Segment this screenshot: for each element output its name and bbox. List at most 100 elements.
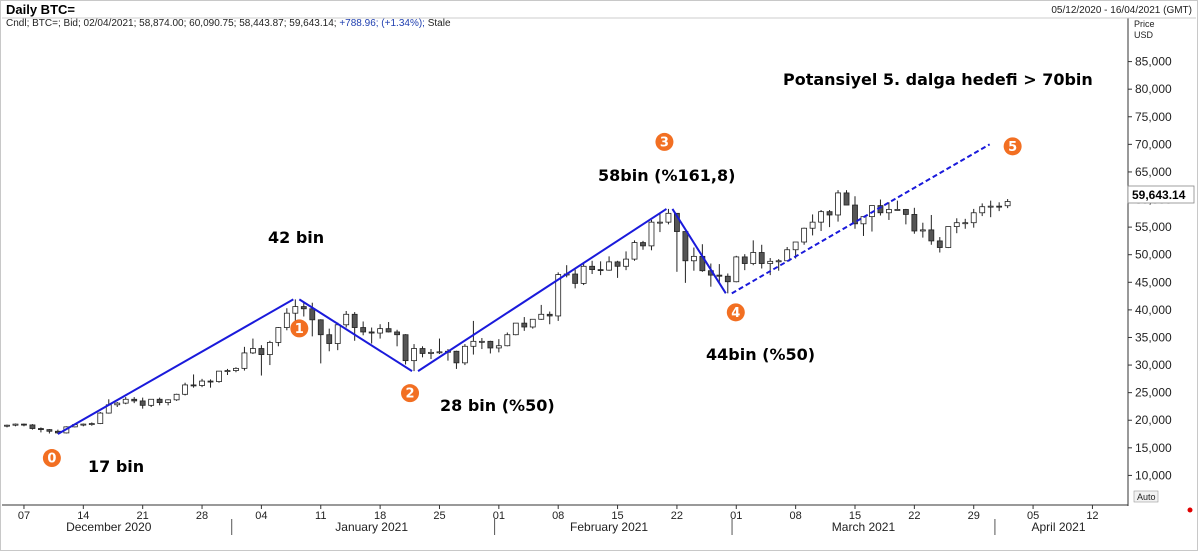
elliott-wave-lines (57, 143, 991, 435)
candle-body (190, 384, 197, 387)
candle-body (478, 340, 485, 343)
candle (148, 398, 155, 407)
candle-body (360, 327, 367, 333)
auto-scale-box[interactable] (1133, 490, 1159, 503)
candle (114, 402, 121, 407)
wave-line-5-projection (731, 143, 991, 295)
candle (504, 332, 511, 347)
candle-body (767, 260, 774, 264)
candle-body (80, 423, 87, 426)
wave-marker-number: 3 (660, 135, 669, 150)
candle-body (487, 340, 494, 349)
candle-body (233, 367, 239, 371)
candle (674, 212, 680, 272)
candle (216, 370, 222, 383)
candle (453, 350, 460, 369)
date-tick-label: 08 (552, 510, 564, 522)
candle-body (835, 192, 841, 216)
candles (4, 190, 1011, 435)
wave-annotation-5: Potansiyel 5. dalga hedefi > 70bin (783, 70, 1093, 89)
price-tick-label: 45,000 (1135, 275, 1172, 289)
wave-line-3 (417, 208, 667, 372)
candle-body (258, 348, 265, 355)
candle-body (470, 340, 477, 347)
candle (784, 246, 791, 262)
candle-body (852, 204, 858, 225)
candle (886, 202, 892, 220)
candle-body (300, 306, 307, 310)
auto-scale-button[interactable]: Auto (1133, 490, 1159, 503)
candle (775, 259, 782, 271)
candle (919, 222, 926, 238)
candle (88, 422, 95, 426)
candle (623, 251, 629, 271)
candle-body (919, 229, 926, 232)
price-tick-label: 65,000 (1135, 165, 1172, 179)
candle (334, 322, 341, 351)
candle (190, 374, 197, 388)
price-tick-label: 15,000 (1135, 441, 1172, 455)
wave-marker-1: 1 (290, 319, 309, 338)
candle-body (495, 345, 502, 349)
candle (326, 328, 333, 352)
wave-marker-number: 0 (47, 452, 56, 467)
candle (250, 338, 256, 355)
candle (436, 338, 443, 355)
price-tick-label: 30,000 (1135, 358, 1172, 372)
candle (657, 213, 663, 233)
candle (4, 424, 10, 428)
candle-body (411, 348, 417, 362)
month-label: January 2021 (335, 520, 408, 534)
price-tick-label: 55,000 (1135, 220, 1172, 234)
candle-body (88, 423, 95, 425)
candle (131, 397, 138, 404)
candle-body (453, 350, 460, 364)
month-label: February 2021 (570, 520, 648, 534)
price-tick-label: 85,000 (1135, 55, 1172, 69)
candle (495, 339, 502, 353)
candle-body (894, 209, 901, 211)
candle-body (741, 256, 748, 264)
candle (343, 310, 350, 328)
candle (809, 214, 816, 236)
candle-body (165, 399, 172, 403)
candle-body (29, 424, 36, 429)
candle-body (953, 222, 960, 227)
candle-body (12, 423, 19, 426)
date-tick-label: 07 (18, 510, 30, 522)
candle (394, 329, 400, 347)
wave-marker-5: 5 (1003, 137, 1022, 156)
candle-body (665, 212, 672, 223)
candle-body (970, 212, 977, 224)
date-axis: 07 14 21 28 04 11 18 25 01 08 15 22 01 08 15 22 29 05 12 De… (18, 505, 1099, 535)
candle (224, 368, 231, 375)
candle-body (283, 312, 290, 328)
date-tick-label: 05 (1027, 510, 1039, 522)
candle (512, 322, 519, 336)
candle-body (928, 229, 935, 242)
candle-body (216, 370, 222, 383)
candle-body (368, 331, 375, 334)
candle-body (385, 328, 392, 333)
candle (928, 214, 935, 245)
candle-body (724, 275, 731, 283)
candle-body (979, 206, 986, 214)
candle-body (21, 423, 27, 426)
candle (428, 349, 434, 359)
candle (419, 346, 426, 358)
price-axis-title: Price (1134, 19, 1155, 29)
date-tick-label: 22 (908, 510, 920, 522)
candle-body (886, 209, 892, 214)
candle (139, 397, 146, 409)
candle-body (614, 261, 621, 267)
candle (589, 260, 596, 275)
candle-body (504, 334, 511, 347)
candle-body (419, 348, 426, 354)
candle (665, 208, 672, 225)
wave-line-1 (57, 298, 294, 435)
candle-body (436, 351, 443, 354)
candle-body (462, 345, 468, 364)
candle (241, 346, 248, 371)
candle-body (317, 319, 324, 336)
candle-body (402, 334, 409, 362)
